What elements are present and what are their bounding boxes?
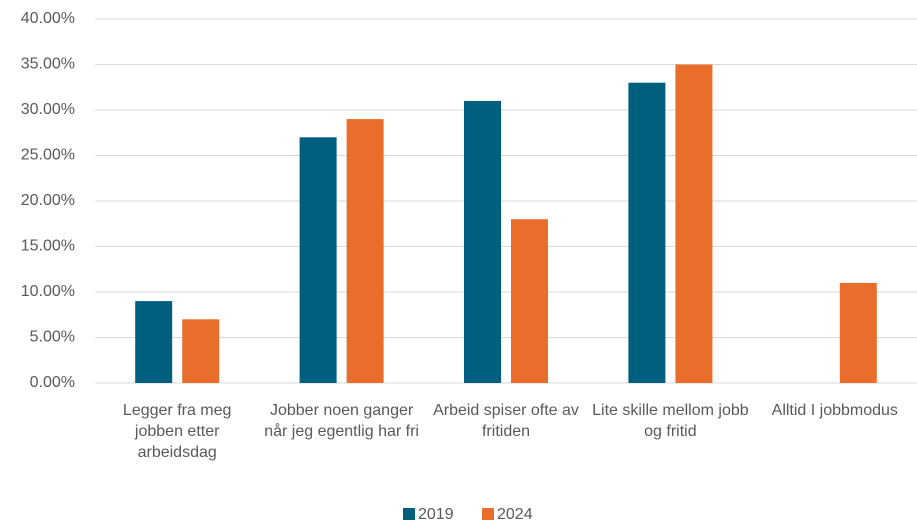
bar — [675, 64, 713, 383]
legend-swatch — [482, 508, 494, 520]
y-tick-label: 40.00% — [21, 10, 75, 27]
bar — [182, 319, 220, 383]
x-tick-label: Lite skille mellom jobb og fritid — [592, 402, 749, 440]
y-tick-label: 20.00% — [21, 192, 75, 209]
legend-swatch — [403, 508, 415, 520]
y-tick-label: 5.00% — [30, 329, 75, 346]
x-tick-label: Jobber noen ganger når jeg egentlig har … — [264, 402, 419, 440]
bar — [299, 137, 337, 383]
x-tick-label: Legger fra meg jobben etter arbeidsdag — [122, 402, 232, 461]
y-tick-label: 25.00% — [21, 147, 75, 164]
y-tick-label: 0.00% — [30, 374, 75, 391]
bar — [135, 301, 173, 383]
x-tick-label: Alltid I jobbmodus — [771, 402, 898, 419]
bar — [839, 282, 877, 383]
bar — [628, 82, 666, 383]
legend-label: 2024 — [497, 506, 533, 523]
legend-label: 2019 — [418, 506, 454, 523]
x-tick-label: Arbeid spiser ofte av fritiden — [433, 402, 579, 440]
y-tick-label: 15.00% — [21, 238, 75, 255]
bar — [346, 119, 384, 383]
bar — [464, 100, 501, 384]
bar — [511, 219, 548, 383]
y-tick-label: 35.00% — [21, 56, 75, 73]
y-tick-label: 30.00% — [21, 101, 75, 118]
y-tick-label: 10.00% — [21, 283, 75, 300]
